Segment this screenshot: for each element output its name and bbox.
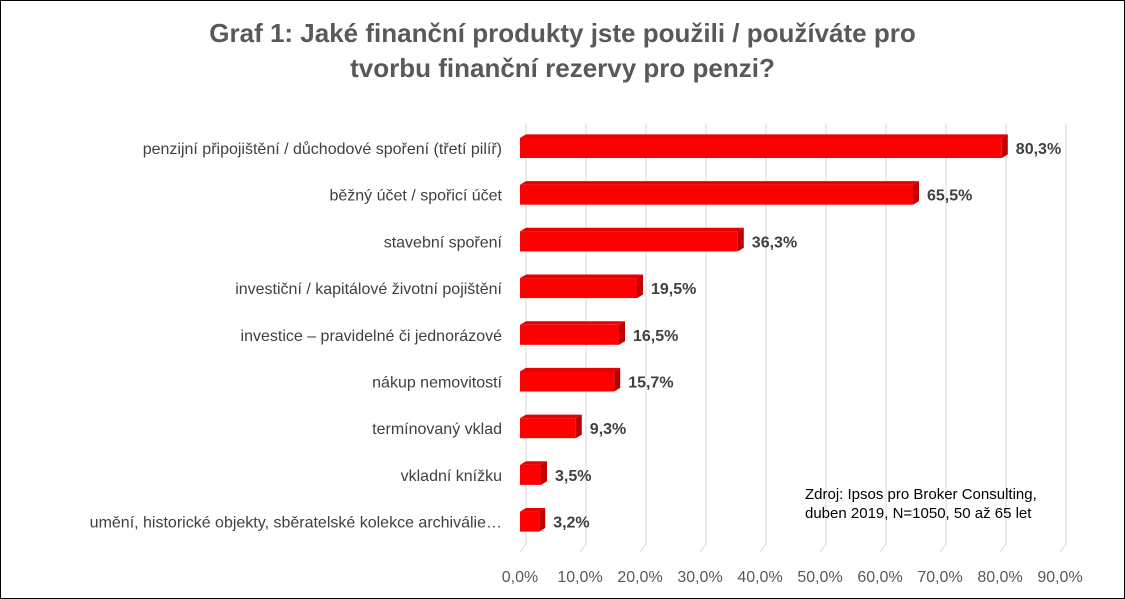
x-tick-label: 60,0% xyxy=(857,569,902,586)
category-label: termínovaný vklad xyxy=(372,421,502,438)
bar-side xyxy=(913,181,919,205)
x-tick-label: 70,0% xyxy=(917,569,962,586)
data-label: 36,3% xyxy=(752,234,797,251)
x-tick-label: 20,0% xyxy=(617,569,662,586)
bar-top xyxy=(520,227,744,232)
gridline-floor xyxy=(519,543,527,553)
bar-top xyxy=(520,414,582,419)
bar-top xyxy=(520,461,547,465)
x-tick-label: 40,0% xyxy=(737,569,782,586)
category-label: umění, historické objekty, sběratelské k… xyxy=(90,515,502,532)
x-tick-label: 0,0% xyxy=(502,569,538,586)
gridline-floor xyxy=(879,543,887,553)
gridline-floor xyxy=(819,543,827,553)
data-label: 3,5% xyxy=(555,468,591,485)
bar-side xyxy=(539,508,546,532)
source-line-1: Zdroj: Ipsos pro Broker Consulting, xyxy=(805,486,1037,503)
category-label: penzijní připojištění / důchodové spořen… xyxy=(143,140,502,158)
bar-side xyxy=(541,461,547,485)
bar xyxy=(520,278,637,299)
data-label: 65,5% xyxy=(927,188,972,205)
bar-top xyxy=(520,508,546,512)
data-label: 80,3% xyxy=(1016,141,1061,158)
source-note: Zdroj: Ipsos pro Broker Consulting, dube… xyxy=(805,485,1037,523)
bar-top xyxy=(520,181,919,185)
bar xyxy=(520,511,540,532)
category-label: investice – pravidelné či jednorázové xyxy=(241,328,503,345)
bar-side xyxy=(575,414,582,439)
category-label: nákup nemovitostí xyxy=(372,375,502,392)
bar-side xyxy=(637,274,643,299)
bar xyxy=(520,418,576,439)
gridline-floor xyxy=(999,543,1007,553)
gridline-floor xyxy=(1059,543,1067,553)
data-label: 15,7% xyxy=(628,375,673,392)
bar xyxy=(520,138,1002,158)
chart-title-line-1: Graf 1: Jaké finanční produkty jste použ… xyxy=(209,18,916,48)
bar xyxy=(520,371,615,392)
category-label: stavební spoření xyxy=(384,234,503,251)
gridline-floor xyxy=(759,543,767,553)
bar-top xyxy=(520,321,625,325)
gridline-floor xyxy=(939,543,947,553)
gridline-floor xyxy=(579,543,587,553)
chart-title-line-2: tvorbu finanční rezervy pro penzi? xyxy=(350,53,775,83)
bar xyxy=(520,184,913,205)
bar xyxy=(520,231,738,252)
source-line-2: duben 2019, N=1050, 50 až 65 let xyxy=(805,505,1032,522)
data-label: 3,2% xyxy=(553,515,589,532)
category-label: vkladní knížku xyxy=(401,468,502,485)
data-label: 9,3% xyxy=(590,421,626,438)
bar-top xyxy=(520,367,621,372)
data-label: 19,5% xyxy=(651,281,696,298)
gridline-floor xyxy=(639,543,647,553)
category-label: investiční / kapitálové životní pojištěn… xyxy=(235,281,502,298)
category-label: běžný účet / spořicí účet xyxy=(329,188,502,205)
x-tick-label: 30,0% xyxy=(677,569,722,586)
gridline-floor xyxy=(699,543,707,553)
bar-side xyxy=(1001,134,1008,158)
x-tick-label: 50,0% xyxy=(797,569,842,586)
data-label: 16,5% xyxy=(633,328,678,345)
bar-side xyxy=(614,367,621,392)
bar-side xyxy=(619,321,625,345)
bar xyxy=(520,324,619,345)
bar xyxy=(520,464,541,485)
bar-top xyxy=(520,134,1008,138)
bar-side xyxy=(737,227,744,252)
x-tick-label: 80,0% xyxy=(977,569,1022,586)
chart-title: Graf 1: Jaké finanční produkty jste použ… xyxy=(0,16,1125,86)
x-tick-label: 90,0% xyxy=(1037,569,1082,586)
x-tick-label: 10,0% xyxy=(557,569,602,586)
bar-top xyxy=(520,274,643,279)
